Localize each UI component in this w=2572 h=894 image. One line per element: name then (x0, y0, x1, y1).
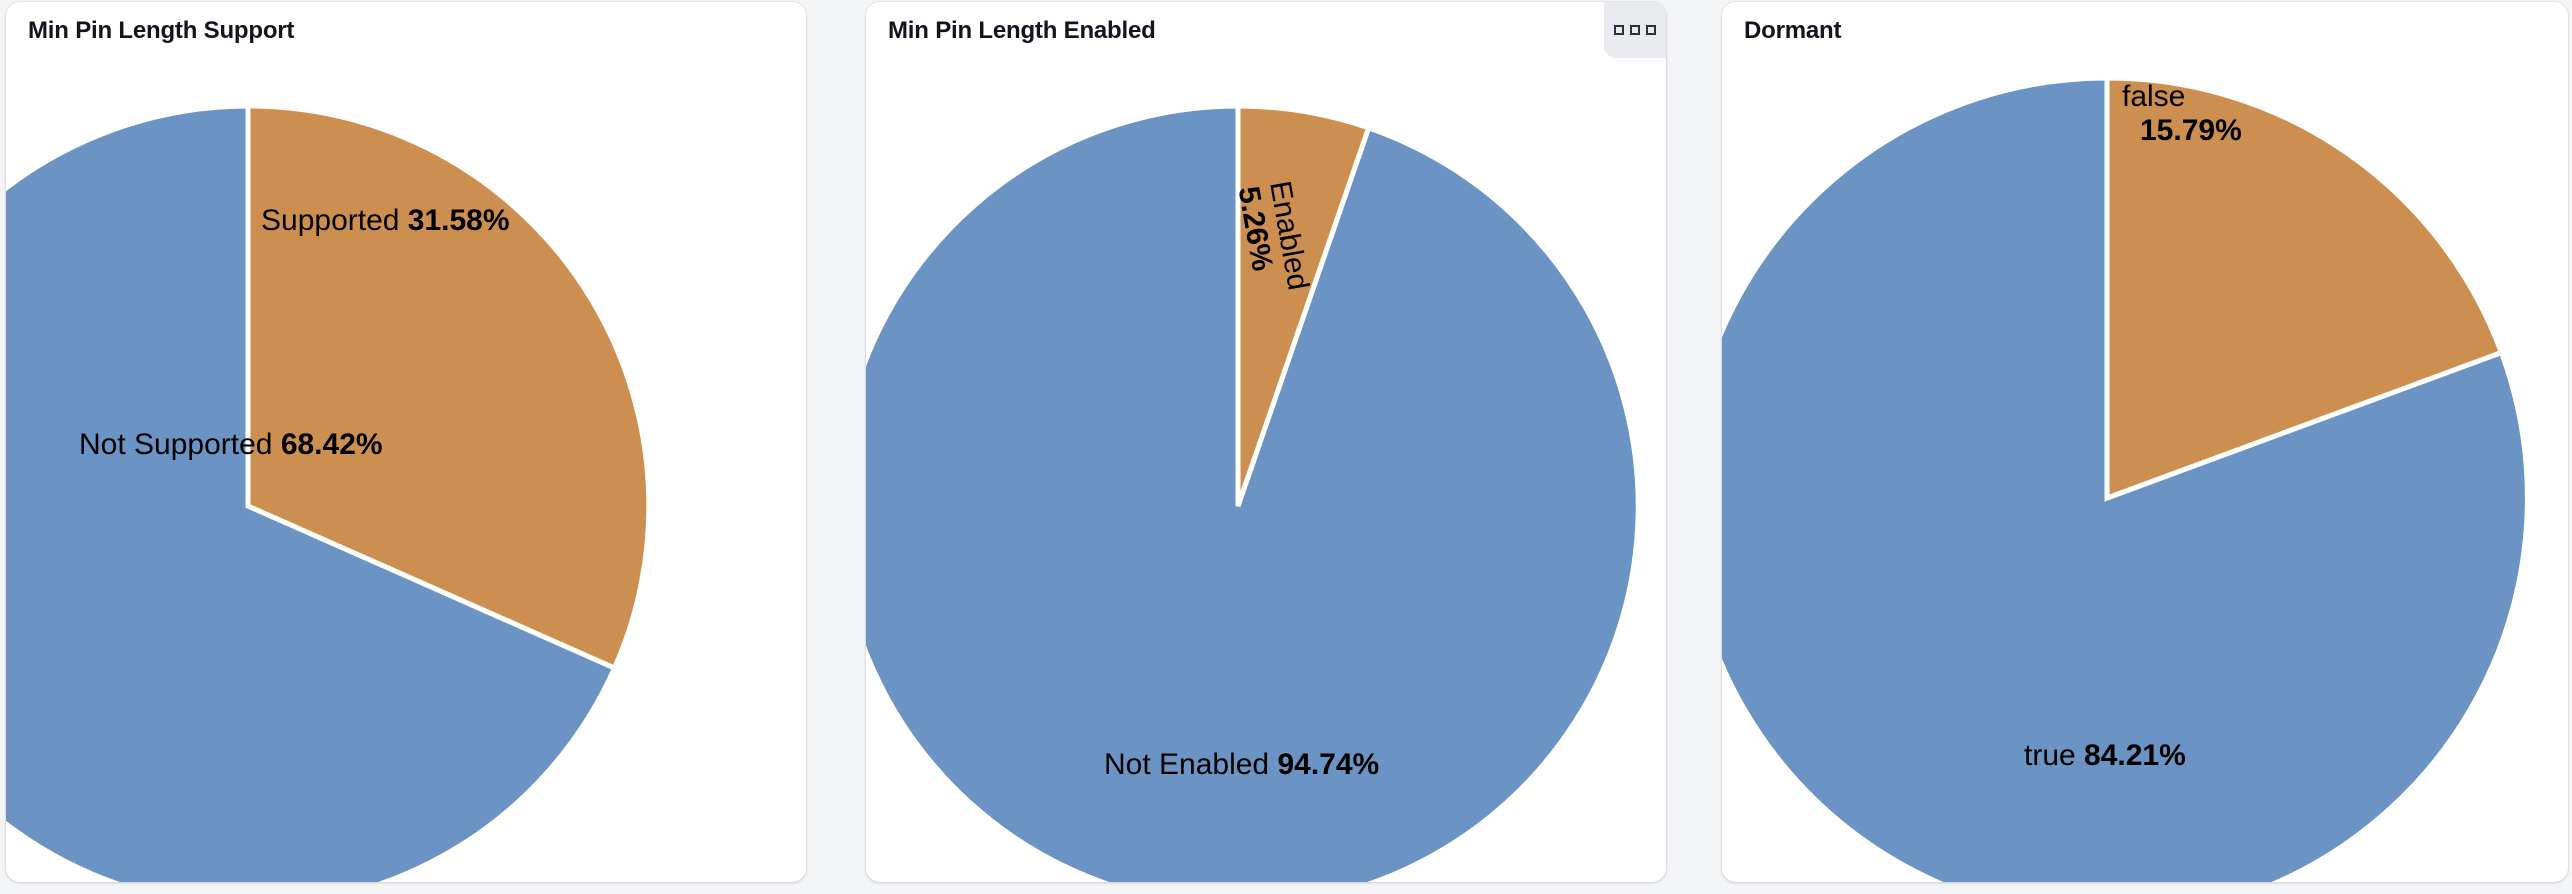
panel-min-pin-length-support: Min Pin Length Support Supported 31.58% … (6, 2, 806, 882)
pie-chart-min-pin-length-enabled: Enabled 5.26% Not Enabled 94.74% (866, 58, 1666, 882)
pie-chart-dormant: false 15.79% true 84.21% (1722, 58, 2568, 882)
pie-label-true: true 84.21% (2024, 739, 2186, 772)
pie-slices (1722, 75, 2530, 882)
panel-min-pin-length-enabled: Min Pin Length Enabled Enabled (866, 2, 1666, 882)
pie-chart-min-pin-length-support: Supported 31.58% Not Supported 68.42% (6, 58, 806, 882)
pie-svg: false 15.79% true 84.21% (1722, 75, 2530, 882)
panel-title: Min Pin Length Support (28, 17, 295, 44)
pie-svg: Supported 31.58% Not Supported 68.42% (6, 103, 652, 882)
pie-slice-enabled[interactable] (1235, 103, 1372, 507)
panel-title: Dormant (1744, 17, 1842, 44)
pie-label-supported: Supported 31.58% (261, 204, 510, 237)
panel-dormant: Dormant false 15.79% true 84.21% (1722, 2, 2568, 882)
menu-square-3 (1646, 25, 1656, 35)
pie-slice-not-supported[interactable] (6, 103, 618, 882)
pie-slices (866, 103, 1641, 882)
pie-slices (6, 103, 652, 882)
panel-title: Min Pin Length Enabled (888, 17, 1156, 44)
menu-square-1 (1614, 25, 1624, 35)
pie-label-false: false 15.79% (2122, 80, 2242, 147)
panel-header: Min Pin Length Enabled (866, 2, 1666, 58)
pie-slice-true[interactable] (1722, 75, 2530, 882)
pie-slice-supported[interactable] (245, 103, 652, 672)
pie-slice-false[interactable] (2104, 75, 2505, 502)
menu-square-2 (1630, 25, 1640, 35)
panel-header: Dormant (1722, 2, 2568, 58)
panel-header: Min Pin Length Support (6, 2, 806, 58)
pie-slice-not-enabled[interactable] (866, 103, 1641, 882)
pie-svg: Enabled 5.26% Not Enabled 94.74% (866, 103, 1641, 882)
pie-label-not-enabled: Not Enabled 94.74% (1104, 748, 1379, 781)
pie-label-not-supported: Not Supported 68.42% (79, 428, 383, 461)
kebab-menu-icon[interactable] (1604, 2, 1666, 58)
